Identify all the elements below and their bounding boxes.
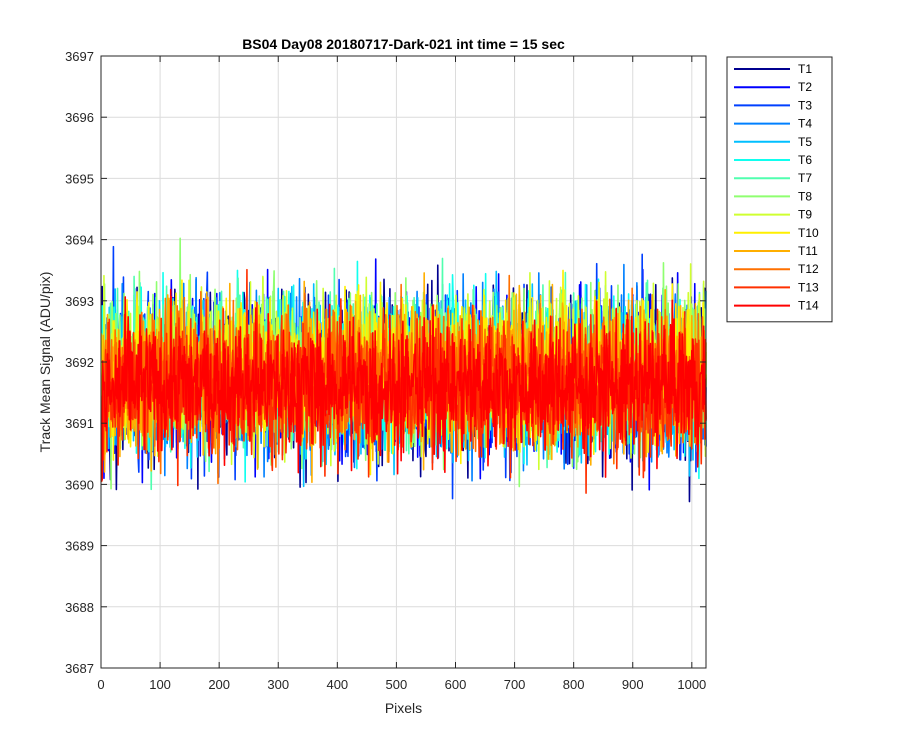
legend: T1 T2 T3 T4 T5 T6 T7 T8 T9 T10 T11 T12 T13 T14: [726, 56, 833, 323]
x-tick-label: 500: [386, 677, 408, 692]
legend-box: [726, 56, 833, 323]
x-tick-label: 800: [563, 677, 585, 692]
legend-label: T11: [798, 244, 818, 258]
x-tick-label: 100: [149, 677, 171, 692]
x-tick-label: 200: [208, 677, 230, 692]
legend-label: T4: [798, 117, 812, 131]
legend-label: T3: [798, 98, 812, 112]
legend-label: T13: [798, 280, 819, 294]
y-tick-label: 3696: [65, 110, 94, 125]
x-axis-label: Pixels: [385, 700, 422, 716]
y-tick-label: 3689: [65, 539, 94, 554]
legend-label: T1: [798, 62, 812, 76]
x-tick-label: 700: [504, 677, 526, 692]
legend-label: T9: [798, 208, 812, 222]
x-tick-label: 900: [622, 677, 644, 692]
y-tick-label: 3692: [65, 355, 94, 370]
y-tick-label: 3695: [65, 171, 94, 186]
chart-title: BS04 Day08 20180717-Dark-021 int time = …: [242, 36, 565, 52]
y-tick-label: 3690: [65, 477, 94, 492]
series-lines: [100, 237, 707, 503]
y-tick-label: 3691: [65, 416, 94, 431]
y-tick-label: 3697: [65, 49, 94, 64]
x-tick-label: 600: [445, 677, 467, 692]
legend-label: T6: [798, 153, 812, 167]
legend-label: T2: [798, 80, 812, 94]
y-tick-label: 3694: [65, 233, 94, 248]
legend-label: T5: [798, 135, 812, 149]
y-tick-label: 3688: [65, 600, 94, 615]
legend-label: T10: [798, 226, 819, 240]
legend-label: T8: [798, 189, 812, 203]
y-tick-label: 3687: [65, 661, 94, 676]
x-tick-label: 300: [267, 677, 289, 692]
series-line-t14: [100, 288, 707, 481]
x-tick-label: 1000: [677, 677, 706, 692]
ticks: 0 100 200 300 400 500 600 700 800 900 1000 3687 3688…: [65, 49, 706, 692]
x-tick-label: 400: [326, 677, 348, 692]
legend-label: T14: [798, 299, 819, 313]
legend-label: T12: [798, 262, 819, 276]
x-tick-label: 0: [97, 677, 104, 692]
legend-label: T7: [798, 171, 812, 185]
y-axis-label: Track Mean Signal (ADU/pix): [37, 272, 53, 453]
y-tick-label: 3693: [65, 294, 94, 309]
